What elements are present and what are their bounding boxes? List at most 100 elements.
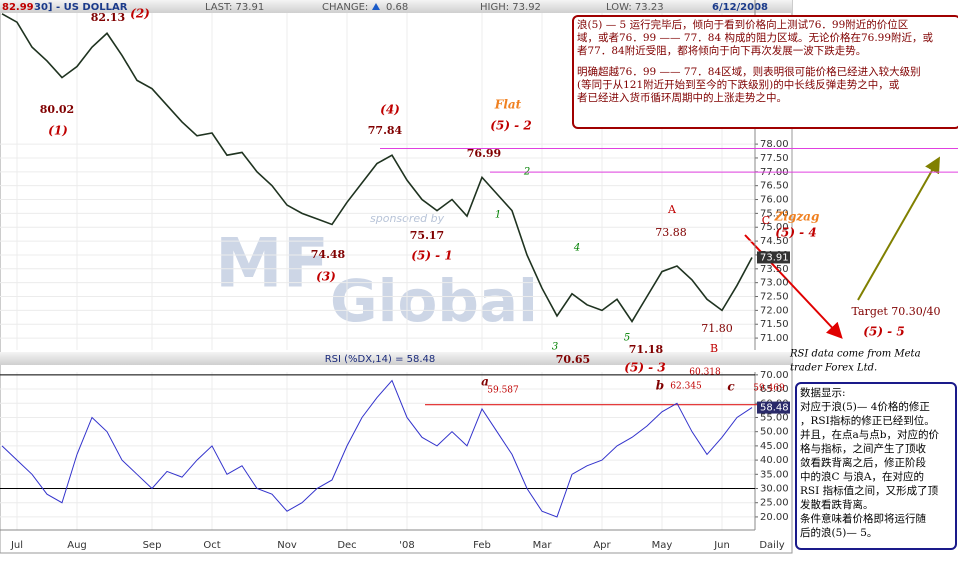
- y-tick-label: 72.50: [760, 292, 789, 303]
- annotation: (1): [48, 124, 68, 138]
- x-tick-label: Jul: [10, 540, 23, 551]
- note-line: 域，或者76．99 —— 77．84 构成的阻力区域。无论价格在76.99附近，…: [577, 32, 934, 44]
- x-tick-label: May: [652, 540, 673, 551]
- change-value: 0.68: [386, 2, 408, 13]
- y-tick-label: 40.00: [760, 455, 789, 466]
- y-tick-label: 50.00: [760, 427, 789, 438]
- annotation: Flat: [494, 98, 522, 112]
- source-note: RSI data come from Meta: [789, 349, 921, 360]
- annotation: a: [481, 375, 489, 389]
- y-tick-label: 76.00: [760, 195, 789, 206]
- y-tick-label: 78.00: [760, 139, 789, 150]
- source-note: trader Forex Ltd.: [790, 363, 877, 374]
- annotation: Zigzag: [774, 210, 820, 224]
- y-tick-label: 72.00: [760, 305, 789, 316]
- annotation: C: [762, 214, 770, 227]
- annotation: 4: [573, 243, 580, 254]
- annotation: 71.18: [629, 343, 664, 356]
- note-line: 格与指标，之间产生了顶收: [800, 443, 926, 455]
- up-arrow: [857, 156, 940, 301]
- y-tick-label: 71.50: [760, 319, 789, 330]
- note-line: 条件意味着价格即将运行随: [800, 513, 926, 525]
- note-line: ，RSI指标的修正已经到位。: [800, 415, 935, 427]
- high: HIGH: 73.92: [480, 2, 541, 13]
- annotation: Target 70.30/40: [852, 305, 941, 318]
- x-tick-label: Sep: [143, 540, 162, 551]
- note-line: 中的浪C 与浪A，在对应的: [800, 471, 924, 483]
- note-box: 数据显示: 对应于浪(5)— 4价格的修正 ，RSI指标的修正已经到位。 并且，在点a…: [795, 382, 957, 550]
- last-value-label: 58.48: [760, 403, 789, 414]
- series-line: [1, 379, 753, 518]
- y-tick-label: 45.00: [760, 441, 789, 452]
- y-tick-label: 73.50: [760, 264, 789, 275]
- last-value-label: 73.91: [760, 252, 789, 263]
- x-tick-label: Mar: [533, 540, 553, 551]
- annotation: 1: [495, 210, 501, 221]
- annotation: 80.02: [40, 103, 74, 116]
- annotation: 73.88: [655, 226, 687, 239]
- note-line: 明确超越76．99 —— 77．84区域，则表明很可能价格已经进入较大级别: [577, 66, 921, 78]
- rsi-title: RSI (%DX,14) = 58.48: [325, 354, 436, 365]
- annotation: (4): [380, 103, 400, 117]
- date: 6/12/2008: [712, 2, 768, 13]
- annotation: 74.48: [311, 248, 346, 261]
- annotation: b: [656, 379, 664, 393]
- note-line: 对应于浪(5)— 4价格的修正: [800, 401, 930, 413]
- annotation: 70.65: [556, 353, 590, 366]
- top-price: 82.99: [2, 2, 34, 13]
- last-value-box: [757, 401, 790, 414]
- x-tick-label: Dec: [337, 540, 356, 551]
- rsi-header: [0, 352, 792, 365]
- y-tick-label: 75.00: [760, 222, 789, 233]
- last-value-box: [757, 251, 790, 264]
- y-tick-label: 71.00: [760, 333, 789, 344]
- annotation: (5) - 1: [411, 249, 452, 263]
- x-tick-label: Nov: [277, 540, 297, 551]
- note-line: 者已经进入货币循环周期中的上涨走势之中。: [577, 92, 787, 104]
- annotation: (5) - 3: [624, 361, 665, 375]
- annotation: 2: [523, 167, 530, 178]
- y-tick-label: 73.00: [760, 278, 789, 289]
- annotation: B: [710, 342, 718, 355]
- note-line: 后的浪(5)— 5。: [800, 527, 878, 539]
- annotation: (5) - 5: [863, 325, 904, 339]
- note-line: 者77．84附近受阻，都将倾向于向下再次发展一波下跌走势。: [577, 45, 867, 57]
- annotation: (5) - 2: [490, 119, 531, 133]
- x-tick-label: '08: [399, 540, 414, 551]
- x-tick-label: Apr: [593, 540, 611, 551]
- y-tick-label: 20.00: [760, 512, 789, 523]
- last: LAST: 73.91: [205, 2, 264, 13]
- x-tick-label: Feb: [473, 540, 491, 551]
- annotation: 71.80: [701, 322, 733, 335]
- watermark: Global: [330, 267, 538, 335]
- change-label: CHANGE:: [322, 2, 368, 13]
- note-line: 敛看跌背离之后，修正阶段: [800, 457, 926, 469]
- x-tick-label: Oct: [203, 540, 220, 551]
- note-line: RSI 指标值之间，又形成了顶: [800, 485, 939, 497]
- annotation: 75.17: [410, 229, 444, 242]
- y-tick-label: 77.50: [760, 153, 789, 164]
- x-tick-label: Aug: [67, 540, 87, 551]
- note-box: 浪(5) — 5 运行完毕后，倾向于看到价格向上测试76．99附近的价位区 域，或…: [572, 15, 958, 129]
- annotation: 5: [624, 333, 630, 344]
- y-tick-label: 55.00: [760, 412, 789, 423]
- note-line: 浪(5) — 5 运行完毕后，倾向于看到价格向上测试76．99附近的价位区: [577, 19, 909, 31]
- y-tick-label: 74.50: [760, 236, 789, 247]
- x-tick-label: Jun: [713, 540, 730, 551]
- symbol: 30] - US DOLLAR: [34, 2, 128, 13]
- y-tick-label: 70.00: [760, 370, 789, 381]
- annotation: (5) - 4: [775, 226, 816, 240]
- note-line: 并且，在点a与点b，对应的价: [800, 429, 939, 441]
- annotation: 62.345: [670, 382, 702, 392]
- note-line: 发散看跌背离。: [800, 499, 874, 511]
- up-arrow: [372, 3, 380, 10]
- annotation: 3: [552, 342, 558, 353]
- annotation: 76.99: [467, 147, 501, 160]
- header-bar: [0, 0, 792, 13]
- y-tick-label: 65.00: [760, 384, 789, 395]
- annotation: 77.84: [368, 124, 403, 137]
- annotation: c: [727, 380, 735, 394]
- annotation: 59.587: [487, 386, 519, 396]
- annotation: (3): [316, 270, 336, 284]
